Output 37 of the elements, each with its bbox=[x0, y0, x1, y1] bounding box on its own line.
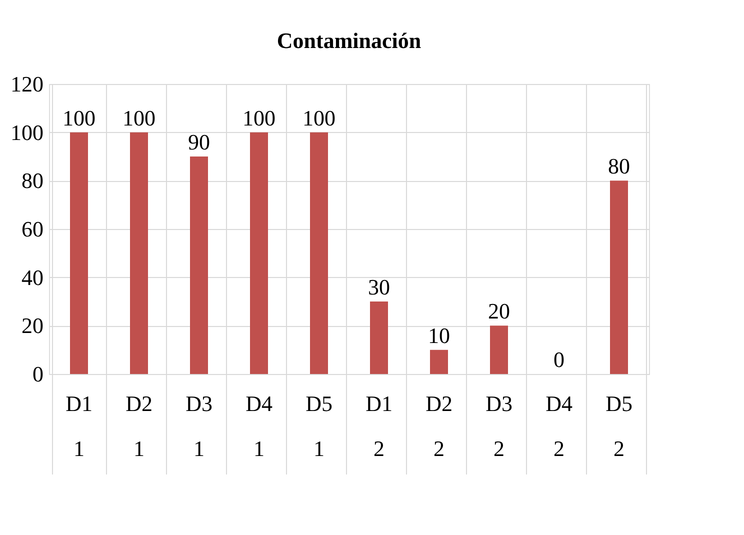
data-label: 100 bbox=[302, 105, 336, 130]
bar bbox=[310, 132, 328, 374]
bar bbox=[250, 132, 268, 374]
chart-title: Contaminación bbox=[276, 28, 422, 53]
data-label: 100 bbox=[242, 105, 276, 130]
bar bbox=[70, 132, 88, 374]
category-label: D4 1 bbox=[246, 391, 272, 461]
category-label: D1 1 bbox=[66, 391, 92, 461]
data-label: 90 bbox=[188, 130, 210, 154]
category-label: D5 2 bbox=[606, 391, 632, 461]
y-tick-label: 120 bbox=[10, 72, 44, 96]
category-label: D1 2 bbox=[366, 391, 392, 461]
bar bbox=[490, 326, 508, 374]
bar bbox=[610, 180, 628, 374]
y-tick-label: 80 bbox=[22, 168, 44, 194]
category-label: D5 1 bbox=[306, 391, 332, 461]
y-tick-label: 0 bbox=[32, 362, 44, 386]
category-label: D2 2 bbox=[426, 391, 452, 461]
data-label: 20 bbox=[488, 298, 510, 324]
category-label: D2 1 bbox=[126, 391, 152, 461]
y-tick-label: 60 bbox=[22, 216, 44, 242]
bar bbox=[430, 350, 448, 374]
data-label: 100 bbox=[62, 105, 96, 130]
data-label: 30 bbox=[368, 274, 390, 300]
bar bbox=[370, 302, 388, 374]
category-label: D4 2 bbox=[546, 391, 572, 461]
bar bbox=[130, 132, 148, 374]
bar bbox=[190, 156, 208, 374]
category-label: D3 1 bbox=[186, 391, 212, 461]
y-tick-label: 100 bbox=[10, 120, 44, 145]
category-label: D3 2 bbox=[486, 391, 512, 461]
data-label: 80 bbox=[608, 154, 630, 179]
y-tick-label: 40 bbox=[22, 264, 44, 290]
data-label: 0 bbox=[554, 347, 564, 372]
data-label: 10 bbox=[428, 322, 450, 348]
y-tick-label: 20 bbox=[22, 313, 44, 338]
data-label: 100 bbox=[122, 105, 156, 130]
